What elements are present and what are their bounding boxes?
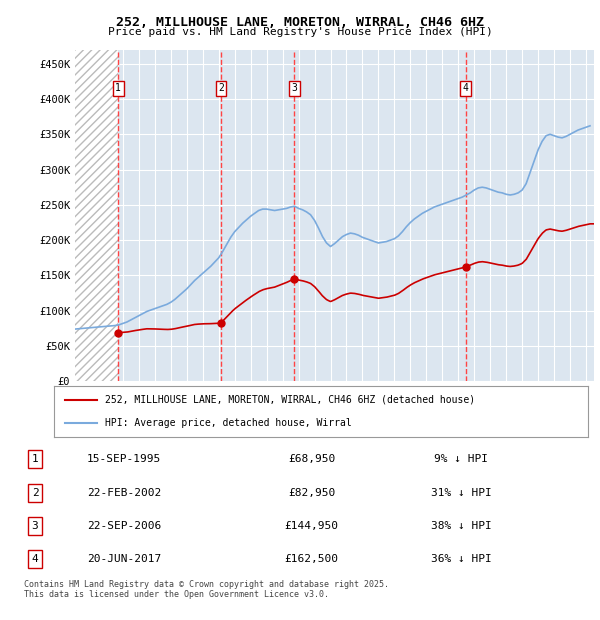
Text: £144,950: £144,950: [284, 521, 338, 531]
Text: £68,950: £68,950: [288, 454, 335, 464]
Text: 252, MILLHOUSE LANE, MORETON, WIRRAL, CH46 6HZ: 252, MILLHOUSE LANE, MORETON, WIRRAL, CH…: [116, 16, 484, 29]
Text: £82,950: £82,950: [288, 487, 335, 498]
Text: 15-SEP-1995: 15-SEP-1995: [87, 454, 161, 464]
Text: 4: 4: [463, 84, 469, 94]
Text: 31% ↓ HPI: 31% ↓ HPI: [431, 487, 491, 498]
Text: 38% ↓ HPI: 38% ↓ HPI: [431, 521, 491, 531]
Text: 1: 1: [115, 84, 121, 94]
Text: Contains HM Land Registry data © Crown copyright and database right 2025.
This d: Contains HM Land Registry data © Crown c…: [24, 580, 389, 599]
Text: HPI: Average price, detached house, Wirral: HPI: Average price, detached house, Wirr…: [105, 418, 352, 428]
Text: 252, MILLHOUSE LANE, MORETON, WIRRAL, CH46 6HZ (detached house): 252, MILLHOUSE LANE, MORETON, WIRRAL, CH…: [105, 395, 475, 405]
Text: 3: 3: [292, 84, 297, 94]
Text: 9% ↓ HPI: 9% ↓ HPI: [434, 454, 488, 464]
Bar: [75, 50, 118, 381]
Text: 3: 3: [32, 521, 38, 531]
Text: 36% ↓ HPI: 36% ↓ HPI: [431, 554, 491, 564]
Text: 22-SEP-2006: 22-SEP-2006: [87, 521, 161, 531]
Text: £162,500: £162,500: [284, 554, 338, 564]
Text: 22-FEB-2002: 22-FEB-2002: [87, 487, 161, 498]
Text: 20-JUN-2017: 20-JUN-2017: [87, 554, 161, 564]
Text: 4: 4: [32, 554, 38, 564]
Text: 1: 1: [32, 454, 38, 464]
Text: 2: 2: [218, 84, 224, 94]
Text: 2: 2: [32, 487, 38, 498]
Text: Price paid vs. HM Land Registry's House Price Index (HPI): Price paid vs. HM Land Registry's House …: [107, 27, 493, 37]
